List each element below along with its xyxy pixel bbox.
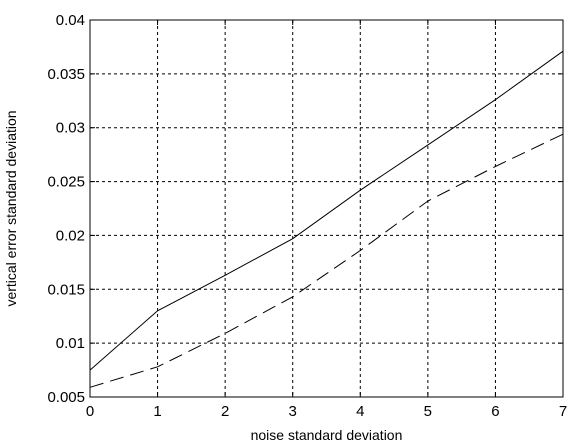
x-tick-label: 5	[424, 403, 432, 420]
y-tick-label: 0.04	[56, 12, 85, 29]
grid	[90, 20, 563, 397]
y-tick-label: 0.005	[47, 389, 85, 406]
x-tick-label: 7	[559, 403, 567, 420]
y-tick-label: 0.01	[56, 335, 85, 352]
plot-area	[90, 20, 563, 397]
y-tick-label: 0.02	[56, 227, 85, 244]
x-tick-label: 1	[153, 403, 161, 420]
dashed-series-line	[89, 133, 564, 388]
plot-frame	[89, 19, 564, 398]
y-tick-label: 0.03	[56, 120, 85, 137]
y-tick-label: 0.025	[47, 174, 85, 191]
solid-series-line	[89, 50, 564, 371]
ticks: 0 1 2 3 4 5 6 7 0.005 0.01 0.015 0.02 0.025 0.03 0.035…	[47, 12, 567, 420]
x-tick-label: 6	[491, 403, 499, 420]
y-tick-label: 0.015	[47, 281, 85, 298]
x-axis-label: noise standard deviation	[251, 427, 403, 443]
y-axis-label: vertical error standard deviation	[3, 110, 19, 306]
x-tick-label: 0	[86, 403, 94, 420]
y-tick-label: 0.035	[47, 66, 85, 83]
x-tick-label: 2	[221, 403, 229, 420]
series-group	[89, 50, 564, 388]
x-tick-label: 3	[289, 403, 297, 420]
x-tick-label: 4	[356, 403, 364, 420]
